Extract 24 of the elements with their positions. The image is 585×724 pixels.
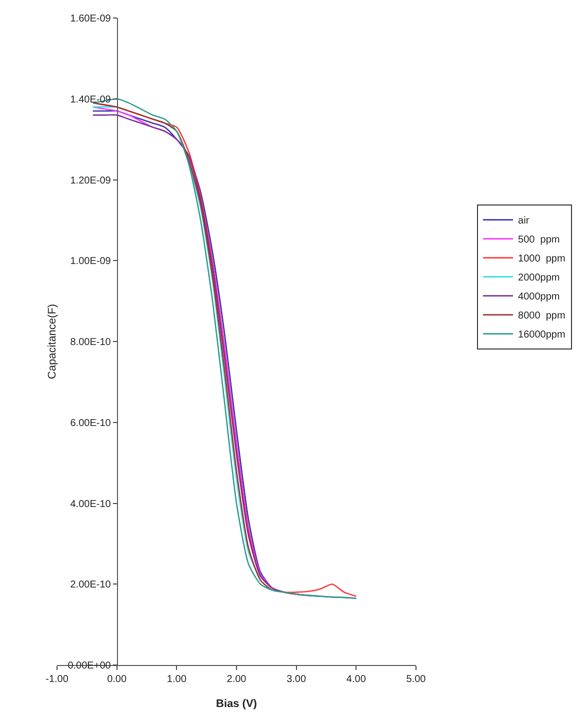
x-tick-label: 5.00 [406, 674, 426, 685]
x-tick-label: 0.00 [107, 674, 127, 685]
x-tick-label: 4.00 [346, 674, 366, 685]
y-tick-label: 4.00E-10 [70, 498, 112, 510]
y-tick-label: 2.00E-10 [70, 580, 112, 591]
y-tick-label: 1.60E-09 [70, 14, 112, 24]
legend-label: 500 ppm [518, 234, 560, 246]
legend-label: 1000 ppm [518, 254, 566, 265]
y-tick-label: 6.00E-10 [70, 418, 112, 429]
x-tick-label: 2.00 [226, 674, 247, 685]
legend-label: 4000ppm [518, 292, 560, 303]
y-axis-title: Capacitance(F) [46, 304, 58, 380]
y-tick-label: 1.20E-09 [70, 175, 112, 186]
legend-label: 8000 ppm [518, 310, 566, 322]
x-tick-label: 3.00 [286, 674, 306, 685]
x-tick-label: 1.00 [166, 674, 187, 685]
legend-label: air [518, 216, 530, 227]
y-tick-label: 1.40E-09 [70, 94, 112, 106]
x-axis-title: Bias (V) [216, 698, 258, 710]
legend-label: 2000ppm [518, 272, 560, 284]
y-tick-label: 8.00E-10 [70, 337, 112, 348]
y-tick-label: 1.00E-09 [70, 256, 112, 268]
x-tick-label: -1.00 [46, 674, 69, 685]
legend-label: 16000ppm [518, 330, 566, 341]
